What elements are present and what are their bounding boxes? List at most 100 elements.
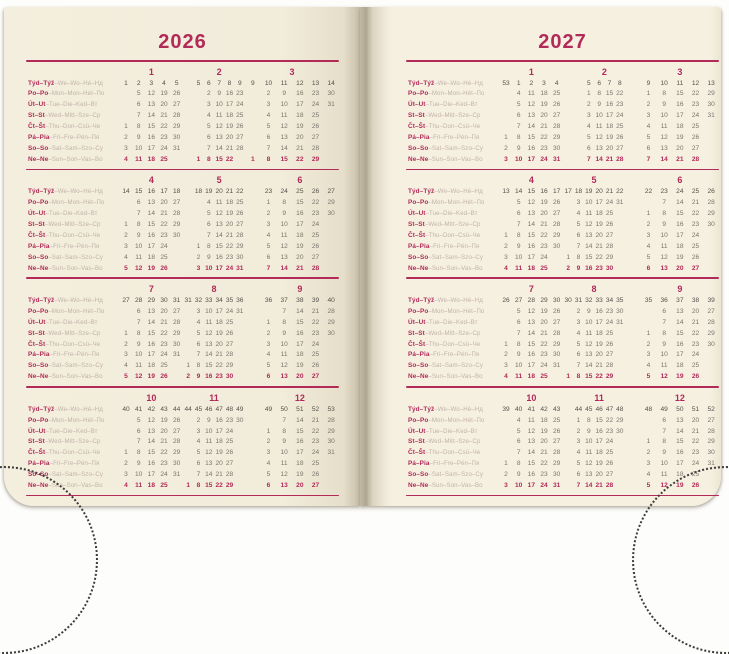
- date-cell: 3: [266, 101, 271, 109]
- date-cell: 15: [585, 253, 593, 261]
- day-label-primary: Týd–Týž: [408, 79, 435, 87]
- month-grid: 1 8 15 22 29: [107, 220, 183, 231]
- month-grid: 3 10 17 24: [487, 253, 563, 264]
- date-cell: 31: [552, 362, 561, 370]
- day-label-secondary: –Wed–Mitt–Sze–Ср: [424, 438, 481, 446]
- day-label-secondary: –Wed–Mitt–Sze–Ср: [44, 220, 101, 228]
- date-cell: 5: [266, 362, 271, 370]
- day-label: Po–Po–Mon–Mon–Hét–По: [406, 89, 487, 100]
- date-cell: 24: [605, 199, 614, 207]
- date-cell: 19: [147, 373, 155, 381]
- month-grid: 3 10 17 24 31: [487, 155, 563, 166]
- date-cell: 26: [691, 373, 700, 381]
- date-cell: 18: [147, 481, 155, 489]
- date-cell: 29: [605, 253, 614, 261]
- date-cell: 26: [552, 101, 561, 109]
- month-number: 5: [591, 175, 597, 186]
- date-cell: 27: [172, 199, 181, 207]
- date-cell: 1: [250, 155, 255, 163]
- date-cell: 25: [311, 112, 320, 120]
- date-cell: 19: [160, 90, 168, 98]
- date-cell: 8: [136, 123, 141, 131]
- month-grid: 5 12 19 26: [563, 459, 625, 470]
- week-number-cell: 13: [502, 188, 510, 196]
- date-cell: 9: [136, 460, 141, 468]
- month-grid: 3 10 17 24 31: [183, 264, 245, 275]
- day-label: St–St–Wed–Mitt–Sze–Ср: [406, 437, 487, 448]
- month-grid: 3 10 17 24: [245, 220, 339, 231]
- date-cell: 7: [576, 481, 581, 489]
- date-cell: 13: [585, 231, 593, 239]
- week-number-cell: 8: [227, 79, 232, 87]
- day-label-primary: Út–Ut: [408, 427, 426, 435]
- date-cell: 21: [296, 144, 304, 152]
- day-label-primary: Týd–Týž: [28, 297, 55, 305]
- date-cell: 6: [516, 438, 521, 446]
- day-label-secondary: –Wed–Mitt–Sze–Ср: [44, 329, 101, 337]
- day-row: Čt–Št–Thu–Don–Csü–Че 7 14 21 28 4 11 18 25 4 11 18 2…: [406, 122, 719, 133]
- date-cell: 28: [707, 318, 715, 326]
- date-cell: 1: [196, 242, 201, 250]
- date-cell: 5: [646, 481, 651, 489]
- month-grid: 1 8 15 22 29: [625, 89, 719, 100]
- date-cell: 17: [147, 242, 155, 250]
- day-label-primary: Čt–Št: [28, 231, 46, 239]
- day-label-secondary: –Mon–Mon–Hét–По: [48, 416, 105, 424]
- date-cell: 16: [296, 210, 304, 218]
- date-cell: 7: [136, 210, 141, 218]
- day-label: St–St–Wed–Mitt–Sze–Ср: [406, 111, 487, 122]
- day-row: Pá–Pia–Fri–Fre–Pén–Пя 1 8 15 22 29 5 12 19 26 3 10 1…: [406, 459, 719, 470]
- date-cell: 8: [597, 90, 601, 98]
- day-label-primary: Pá–Pia: [28, 242, 50, 250]
- date-cell: 30: [616, 427, 624, 435]
- date-cell: 26: [691, 481, 700, 489]
- date-cell: 4: [576, 210, 581, 218]
- day-label: Čt–Št–Thu–Don–Csü–Че: [26, 231, 107, 242]
- day-row: Ne–Ne–Sun–Son–Vas–Во 4 11 18 25 1 8 15 22 29 5 12 19…: [406, 372, 719, 383]
- date-cell: 11: [585, 449, 593, 457]
- date-cell: 12: [660, 134, 668, 142]
- date-cell: 14: [280, 264, 288, 272]
- day-label-primary: Ne–Ne: [28, 264, 49, 272]
- date-cell: 22: [616, 90, 624, 98]
- date-cell: 31: [616, 318, 624, 326]
- month-header-grid: 2: [183, 66, 245, 79]
- day-row: Ne–Ne–Sun–Son–Vas–Во 4 11 18 25 2 9 16 23 30 6 13 20…: [406, 264, 719, 275]
- day-row: Út–Ut–Tue–Die–Ked–Вт 5 12 19 26 2 9 16 23 30 7 14 21…: [406, 427, 719, 438]
- date-cell: 14: [676, 427, 684, 435]
- month-grid: 17 18 19 20 21 22: [563, 187, 625, 198]
- date-cell: 3: [646, 351, 651, 359]
- date-cell: 20: [595, 231, 603, 239]
- date-cell: 21: [605, 155, 614, 163]
- day-label: Týd–Týž–We–Wo–Hé–Нд: [26, 187, 107, 198]
- date-cell: 31: [172, 351, 181, 359]
- date-cell: 8: [136, 329, 141, 337]
- month-grid: 6 13 20 27: [625, 416, 719, 427]
- date-cell: 14: [585, 481, 593, 489]
- date-cell: 25: [605, 329, 614, 337]
- month-grid: 4 11 18 25: [625, 470, 719, 481]
- date-cell: 10: [134, 144, 143, 152]
- week-number-cell: 2: [529, 79, 534, 87]
- date-cell: 25: [552, 416, 561, 424]
- date-cell: 28: [707, 427, 715, 435]
- day-row: Pá–Pia–Fri–Fre–Pén–Пя 2 9 16 23 30 7 14 21 28 4 11 1…: [406, 242, 719, 253]
- month-header-grid: 11: [563, 392, 625, 405]
- date-cell: 8: [196, 362, 201, 370]
- date-cell: 23: [311, 90, 320, 98]
- date-cell: 25: [160, 155, 168, 163]
- date-cell: 19: [296, 362, 304, 370]
- date-cell: 12: [280, 362, 288, 370]
- week-number-cell: 19: [585, 188, 593, 196]
- month-grid: 7 14 21 28: [183, 231, 245, 242]
- date-cell: 28: [552, 329, 561, 337]
- date-cell: 29: [552, 340, 561, 348]
- day-label-secondary: –Tue–Die–Ked–Вт: [45, 318, 98, 326]
- date-cell: 25: [160, 481, 168, 489]
- date-cell: 17: [215, 427, 223, 435]
- date-cell: 10: [660, 231, 668, 239]
- date-cell: 21: [595, 481, 603, 489]
- date-cell: 23: [540, 471, 548, 479]
- date-cell: 2: [646, 101, 651, 109]
- date-cell: 28: [605, 362, 614, 370]
